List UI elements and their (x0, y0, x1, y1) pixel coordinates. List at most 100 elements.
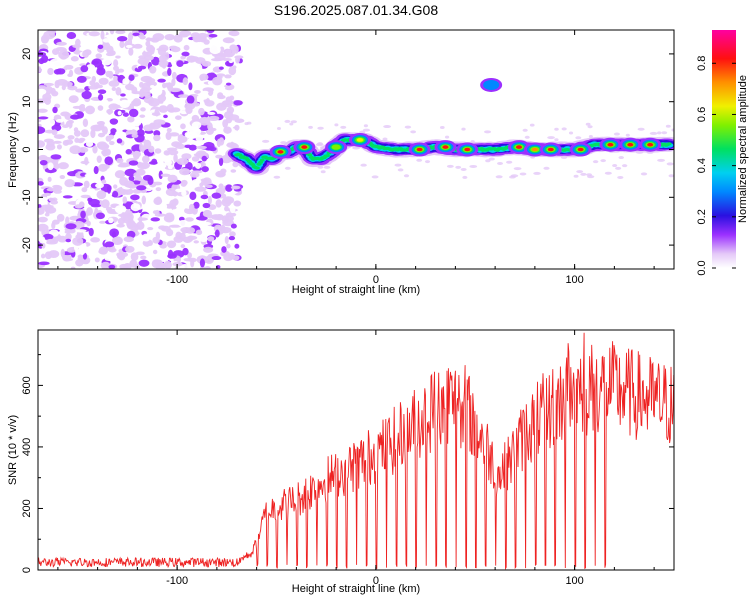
noise-cell (155, 196, 162, 205)
noise-cell (585, 122, 591, 126)
noise-cell (227, 114, 240, 121)
noise-cell (360, 163, 367, 167)
colorbar-gradient (712, 30, 736, 268)
noise-cell (216, 138, 222, 148)
ridge-cell (254, 166, 260, 170)
noise-cell (72, 105, 83, 109)
noise-cell (141, 233, 151, 242)
noise-cell (131, 86, 138, 94)
noise-cell (152, 181, 163, 186)
noise-cell (229, 30, 240, 37)
noise-cell (180, 55, 186, 60)
noise-cell (45, 143, 56, 151)
noise-cell (101, 164, 110, 170)
noise-cell (95, 53, 102, 59)
noise-cell (117, 36, 128, 42)
noise-cell (43, 138, 54, 143)
noise-cell (115, 86, 122, 96)
noise-cell (44, 129, 56, 134)
noise-cell (100, 261, 111, 269)
noise-cell (131, 133, 139, 138)
noise-cell (62, 195, 73, 199)
noise-cell (592, 160, 599, 164)
noise-cell (183, 44, 190, 51)
noise-cell (176, 60, 184, 68)
noise-cell (194, 186, 207, 192)
colorbar-tick-label: 0.4 (696, 158, 708, 173)
noise-cell (139, 142, 144, 152)
noise-cell (138, 216, 143, 223)
noise-cell (109, 30, 115, 35)
noise-cell (485, 159, 491, 163)
hotspot-cell (416, 147, 423, 152)
noise-cell (38, 118, 42, 123)
noise-cell (224, 206, 229, 212)
hotspot-cell (515, 145, 522, 149)
noise-cell (148, 145, 155, 153)
noise-cell (108, 247, 117, 253)
noise-cell (229, 231, 236, 237)
noise-cell (62, 258, 74, 262)
noise-cell (141, 82, 153, 91)
noise-cell (43, 30, 55, 40)
colorbar: 0.0 0.2 0.4 0.6 0.8 Normalized spectral ampl… (696, 30, 749, 276)
noise-cell (184, 103, 196, 110)
ridge-cell (259, 158, 265, 162)
noise-cell (234, 243, 240, 249)
noise-cell (152, 210, 158, 215)
noise-cell (203, 246, 214, 253)
noise-cell (61, 81, 73, 87)
noise-cell (117, 164, 126, 168)
noise-cell (90, 223, 99, 228)
noise-cell (108, 39, 120, 47)
noise-cell (469, 164, 478, 168)
y-tick-label: 600 (21, 376, 33, 394)
noise-cell (106, 108, 114, 115)
noise-cell (38, 207, 45, 215)
noise-cell (225, 184, 233, 192)
noise-cell (211, 192, 222, 199)
noise-cell (149, 65, 157, 74)
noise-cell (224, 74, 232, 79)
noise-cell (138, 259, 150, 267)
noise-cell (38, 126, 46, 135)
noise-cell (215, 154, 223, 159)
noise-cell (194, 57, 206, 64)
noise-cell (133, 150, 141, 158)
noise-cell (95, 182, 104, 189)
noise-cell (120, 93, 126, 97)
noise-cell (519, 172, 527, 176)
noise-cell (185, 227, 196, 234)
noise-cell (86, 220, 91, 227)
noise-cell (60, 248, 65, 258)
noise-cell (174, 115, 182, 120)
noise-cell (209, 45, 221, 55)
noise-cell (140, 255, 147, 260)
noise-cell (203, 210, 212, 217)
noise-cell (188, 82, 193, 91)
noise-cell (199, 73, 209, 81)
noise-cell (154, 108, 160, 117)
noise-cell (204, 255, 214, 265)
noise-cell (69, 145, 82, 155)
y-tick-label: 20 (21, 48, 33, 60)
noise-cell (588, 134, 593, 138)
noise-cell (56, 144, 62, 150)
y-tick-label: -10 (21, 189, 33, 205)
noise-cell (130, 194, 140, 201)
noise-cell (186, 95, 195, 104)
noise-cell (78, 103, 86, 112)
noise-cell (600, 159, 606, 163)
noise-cell (657, 158, 665, 162)
noise-cell (166, 240, 177, 249)
colorbar-label: Normalized spectral amplitude (737, 75, 749, 223)
noise-cell (100, 30, 105, 40)
noise-cell (186, 235, 198, 240)
noise-cell (167, 174, 178, 183)
noise-cell (128, 108, 139, 118)
noise-cell (226, 243, 231, 249)
noise-cell (38, 116, 49, 120)
noise-cell (81, 242, 87, 248)
noise-cell (75, 229, 87, 233)
noise-cell (114, 70, 120, 75)
